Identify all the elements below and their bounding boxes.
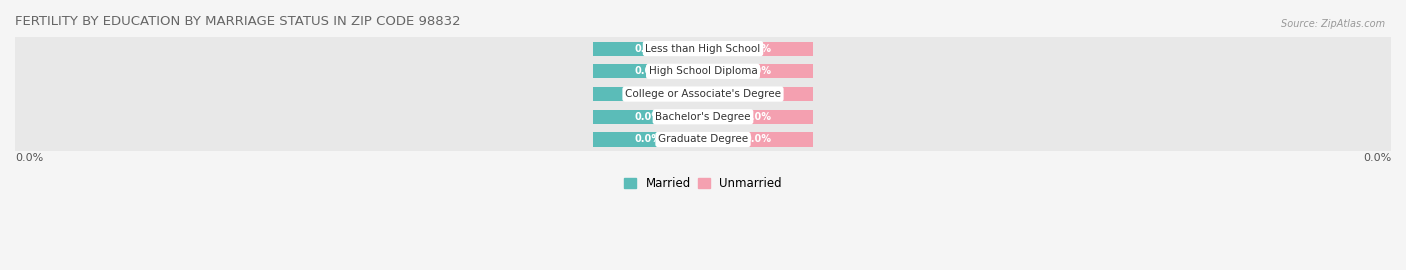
- Bar: [593, 42, 703, 56]
- Bar: [593, 87, 703, 101]
- Bar: [15, 83, 1391, 105]
- Legend: Married, Unmarried: Married, Unmarried: [620, 172, 786, 195]
- Bar: [593, 64, 703, 78]
- Text: 0.0%: 0.0%: [634, 134, 661, 144]
- Text: College or Associate's Degree: College or Associate's Degree: [626, 89, 780, 99]
- Text: Bachelor's Degree: Bachelor's Degree: [655, 112, 751, 122]
- Text: 0.0%: 0.0%: [745, 134, 772, 144]
- Text: 0.0%: 0.0%: [15, 153, 44, 163]
- Text: FERTILITY BY EDUCATION BY MARRIAGE STATUS IN ZIP CODE 98832: FERTILITY BY EDUCATION BY MARRIAGE STATU…: [15, 15, 461, 28]
- Text: Less than High School: Less than High School: [645, 44, 761, 54]
- Text: 0.0%: 0.0%: [745, 112, 772, 122]
- Text: 0.0%: 0.0%: [634, 112, 661, 122]
- Text: 0.0%: 0.0%: [634, 66, 661, 76]
- Bar: [703, 133, 813, 147]
- Bar: [703, 42, 813, 56]
- Bar: [15, 60, 1391, 83]
- Text: 0.0%: 0.0%: [745, 44, 772, 54]
- Text: 0.0%: 0.0%: [1362, 153, 1391, 163]
- Text: 0.0%: 0.0%: [745, 66, 772, 76]
- Text: High School Diploma: High School Diploma: [648, 66, 758, 76]
- Bar: [703, 110, 813, 124]
- Bar: [703, 87, 813, 101]
- Bar: [15, 128, 1391, 151]
- Text: 0.0%: 0.0%: [634, 89, 661, 99]
- Text: 0.0%: 0.0%: [634, 44, 661, 54]
- Text: Graduate Degree: Graduate Degree: [658, 134, 748, 144]
- Bar: [15, 37, 1391, 60]
- Text: Source: ZipAtlas.com: Source: ZipAtlas.com: [1281, 19, 1385, 29]
- Bar: [593, 110, 703, 124]
- Bar: [593, 133, 703, 147]
- Bar: [15, 105, 1391, 128]
- Text: 0.0%: 0.0%: [745, 89, 772, 99]
- Bar: [703, 64, 813, 78]
